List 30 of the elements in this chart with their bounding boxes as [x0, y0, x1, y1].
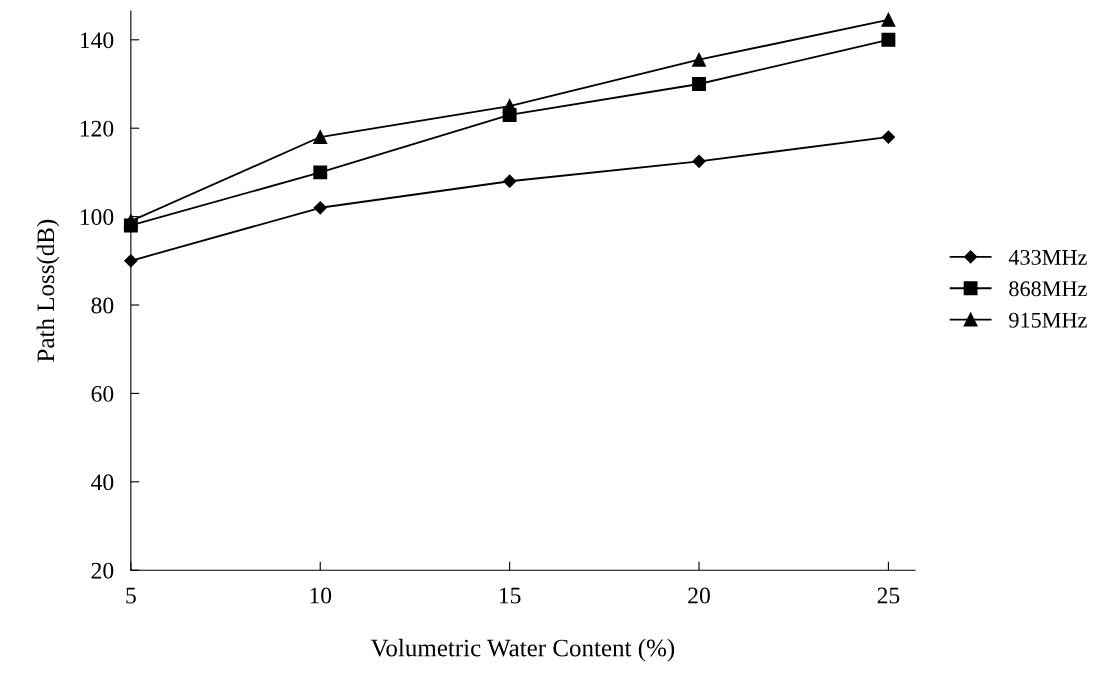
point	[881, 12, 896, 27]
point	[313, 201, 327, 215]
legend-label: 433MHz	[1008, 249, 1087, 265]
x-axis-title: Volumetric Water Content (%)	[370, 638, 675, 662]
legend-label: 868MHz	[1009, 281, 1087, 297]
point	[502, 107, 517, 122]
y-tick-label: 40	[91, 474, 114, 491]
point	[881, 130, 895, 144]
x-tick-label: 5	[126, 587, 136, 604]
point	[692, 154, 706, 168]
y-tick-label: 20	[91, 562, 114, 579]
point	[692, 77, 706, 91]
x-tick-label: 10	[310, 587, 332, 604]
point	[313, 165, 328, 180]
y-tick-label: 140	[80, 32, 114, 49]
point	[503, 174, 517, 188]
y-tick-label: 120	[80, 120, 114, 137]
legend-label: 915MHz	[1009, 312, 1087, 328]
point	[692, 52, 706, 67]
y-tick-label: 100	[80, 209, 114, 226]
point	[124, 254, 138, 268]
point	[313, 130, 328, 144]
y-tick-label: 60	[91, 385, 114, 402]
y-axis-title: Path Loss(dB)	[36, 219, 60, 362]
x-tick-label: 20	[688, 587, 710, 604]
x-tick-label: 25	[877, 587, 900, 604]
point	[881, 32, 896, 47]
y-tick-label: 80	[91, 297, 114, 314]
x-tick-label: 15	[499, 587, 521, 604]
point	[123, 218, 138, 233]
